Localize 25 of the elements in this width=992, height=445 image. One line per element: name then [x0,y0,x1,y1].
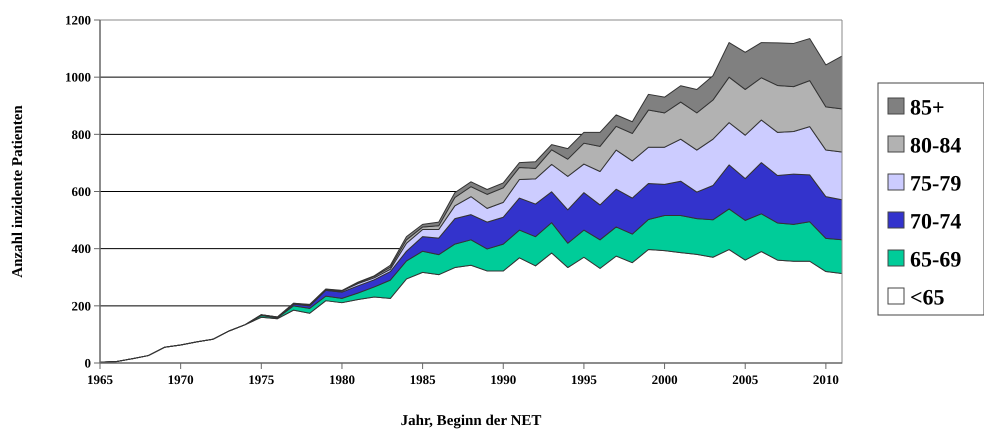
x-tick-label: 2005 [732,372,759,387]
x-tick-label: 1970 [168,372,194,387]
y-tick-label: 1000 [65,70,91,85]
y-tick-label: 1200 [65,12,91,28]
legend-label: 65-69 [910,246,962,272]
x-tick-label: 1985 [410,372,436,387]
y-tick-label: 200 [72,298,91,314]
y-tick-label: 800 [72,126,91,142]
legend-label: 85+ [910,94,945,120]
legend-label: 75-79 [910,170,962,196]
text: <65 [910,284,945,310]
legend-label: 80-84 [910,132,962,158]
y-tick-label: 400 [72,241,91,256]
x-tick-label: 1975 [248,372,275,387]
x-tick-label: 1980 [328,372,355,387]
x-tick-label: 2010 [812,372,839,387]
y-tick-label: 0 [84,356,91,371]
x-tick-label: 2000 [652,372,678,387]
y-axis-title: Anzahl inzidente Patienten [10,104,26,278]
x-tick-label: 1965 [87,372,114,387]
x-axis-title: Jahr, Beginn der NET [400,413,542,429]
y-tick-label: 600 [72,184,91,200]
x-tick-label: 1995 [570,372,598,387]
x-tick-label: 1990 [490,372,516,387]
legend-label: 70-74 [910,208,962,234]
